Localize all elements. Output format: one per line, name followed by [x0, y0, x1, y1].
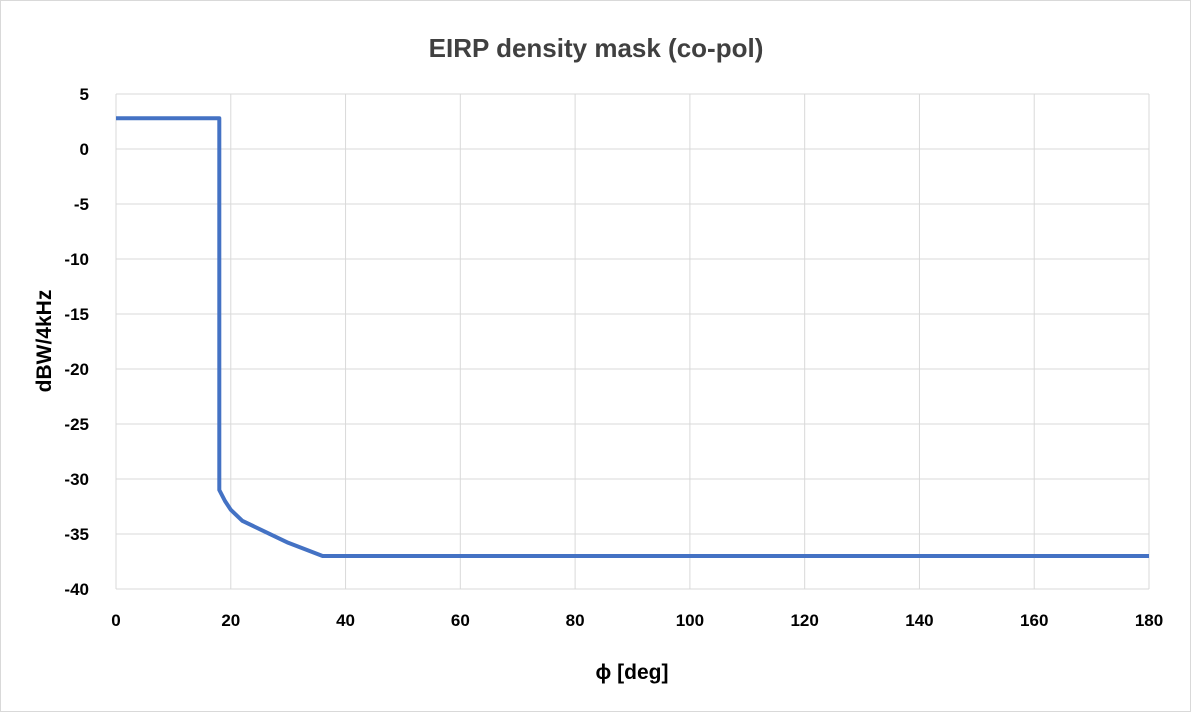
series-line-0	[116, 116, 1149, 558]
x-tick-label: 100	[676, 611, 704, 630]
x-tick-label: 60	[451, 611, 470, 630]
y-tick-label: 5	[80, 85, 89, 104]
x-tick-label: 180	[1135, 611, 1163, 630]
chart-title: EIRP density mask (co-pol)	[429, 33, 764, 63]
tick-labels: 0 20 40 60 80 100 120 140 160 180 5 0 -5 -10 -15 -20 -25…	[64, 85, 1163, 630]
x-tick-label: 0	[111, 611, 120, 630]
x-axis-label: ϕ [deg]	[596, 661, 669, 684]
y-axis-label: dBW/4kHz	[33, 290, 56, 393]
y-tick-label: 0	[80, 140, 89, 159]
x-tick-label: 140	[905, 611, 933, 630]
y-tick-label: -10	[64, 250, 89, 269]
series-layer	[116, 116, 1149, 558]
x-tick-label: 80	[566, 611, 585, 630]
y-tick-label: -25	[64, 415, 89, 434]
y-tick-label: -30	[64, 470, 89, 489]
y-tick-label: -40	[64, 580, 89, 599]
y-tick-label: -5	[74, 195, 89, 214]
y-tick-label: -35	[64, 525, 89, 544]
y-tick-label: -15	[64, 305, 89, 324]
y-tick-label: -20	[64, 360, 89, 379]
x-tick-label: 160	[1020, 611, 1048, 630]
x-tick-label: 20	[221, 611, 240, 630]
gridlines	[115, 93, 1150, 590]
x-tick-label: 40	[336, 611, 355, 630]
x-tick-label: 120	[790, 611, 818, 630]
